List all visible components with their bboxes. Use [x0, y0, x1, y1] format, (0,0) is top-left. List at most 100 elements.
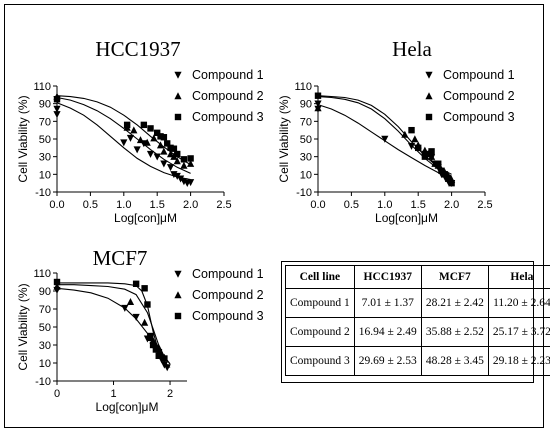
x-tick-label: 2.0 — [444, 199, 459, 211]
marker-triangle-up — [143, 138, 151, 146]
fit-curve-compound-2 — [56, 96, 191, 174]
table-cell: 28.21 ± 2.42 — [420, 288, 489, 318]
y-tick-label: 10 — [39, 169, 51, 181]
fit-curve-compound-2 — [317, 96, 452, 177]
ic50-table: Cell line HCC1937 MCF7 Hela Compound 1 7… — [285, 265, 550, 376]
x-tick-label: 0.0 — [49, 199, 64, 211]
table-cell: 48.28 ± 3.45 — [420, 346, 489, 376]
legend-label-compound-1: Compound 1 — [192, 68, 264, 82]
marker-triangle-up — [136, 136, 145, 144]
marker-square — [415, 144, 422, 152]
marker-square — [428, 148, 435, 155]
legend-label-compound-2: Compound 2 — [192, 288, 264, 302]
table-header-cell: MCF7 — [420, 265, 489, 289]
marker-square — [132, 280, 140, 287]
chart-title: HCC1937 — [95, 37, 180, 61]
marker-square — [141, 285, 148, 292]
marker-square — [441, 171, 449, 178]
marker-square — [421, 153, 429, 160]
table-cell: 7.01 ± 1.37 — [353, 288, 422, 318]
table-cell: Compound 2 — [285, 317, 355, 347]
marker-square — [154, 129, 161, 137]
y-axis-title: Cell Viability (%) — [16, 283, 30, 370]
x-tick-label: 1.5 — [150, 199, 165, 211]
y-tick-label: -10 — [296, 187, 312, 199]
marker-triangle-up — [170, 152, 178, 160]
table-cell: Compound 1 — [285, 288, 355, 318]
marker-square — [161, 355, 168, 362]
table-cell: 35.88 ± 2.52 — [420, 317, 489, 347]
marker-square — [174, 113, 182, 121]
marker-triangle-up — [411, 135, 419, 143]
x-axis-title: Log[con]μM — [375, 211, 438, 225]
table-header-row: Cell line HCC1937 MCF7 Hela — [285, 265, 550, 289]
marker-square — [149, 341, 157, 349]
y-axis-title: Cell Viability (%) — [277, 95, 291, 182]
marker-square — [174, 150, 181, 158]
marker-triangle-down — [381, 135, 389, 143]
marker-triangle-down — [174, 71, 182, 79]
chart-mcf7: MCF7 -10 10 30 50 70 90 110 0 1 2 Log[con]μM Cell Vi… — [16, 246, 264, 414]
marker-triangle-down — [407, 142, 416, 150]
x-tick-label: 0.0 — [310, 199, 325, 211]
marker-square — [123, 121, 131, 129]
table-header-cell: Cell line — [285, 265, 355, 289]
marker-triangle-up — [160, 147, 168, 155]
chart-hela: Hela -10 10 30 50 70 90 110 0.0 0.5 1.0 1.5 2.0 2.5 Lo… — [277, 37, 515, 225]
x-tick-label: 2.5 — [477, 199, 492, 211]
x-tick-label: 0.5 — [344, 199, 359, 211]
legend-label-compound-2: Compound 2 — [443, 89, 515, 103]
y-tick-label: 50 — [300, 134, 312, 146]
legend-label-compound-1: Compound 1 — [192, 267, 264, 281]
chart-title: Hela — [392, 37, 432, 61]
table-cell: 16.94 ± 2.49 — [353, 317, 422, 347]
y-tick-label: 50 — [39, 134, 51, 146]
fit-curve-compound-3 — [317, 95, 452, 175]
y-tick-label: 90 — [300, 99, 312, 111]
marker-square — [53, 278, 61, 286]
marker-square — [147, 125, 154, 132]
marker-triangle-down — [173, 172, 181, 180]
marker-triangle-up — [166, 150, 175, 158]
marker-triangle-up — [314, 104, 322, 112]
x-axis-title: Log[con]μM — [114, 211, 177, 225]
y-tick-label: 30 — [300, 152, 312, 164]
marker-square — [180, 156, 188, 163]
marker-triangle-down — [187, 179, 195, 187]
chart-hcc1937: HCC1937 -10 10 30 50 70 90 110 0.0 0.5 1.0 1.5 2.0 2.… — [16, 37, 264, 225]
marker-triangle-down — [120, 139, 128, 147]
x-tick-label: 2.5 — [216, 199, 231, 211]
table-cell: 29.18 ± 2.23 — [487, 346, 550, 376]
marker-square — [147, 332, 154, 340]
y-tick-label: -10 — [35, 187, 51, 199]
table-header-cell: HCC1937 — [353, 265, 422, 289]
marker-square — [408, 126, 415, 134]
marker-triangle-up — [174, 291, 182, 299]
marker-square — [152, 346, 160, 353]
legend-label-compound-1: Compound 1 — [443, 68, 515, 82]
legend-label-compound-3: Compound 3 — [192, 309, 264, 323]
marker-triangle-up — [427, 152, 436, 160]
marker-square — [435, 160, 442, 167]
marker-triangle-down — [53, 111, 61, 119]
marker-triangle-up — [130, 126, 138, 134]
marker-triangle-up — [53, 282, 61, 290]
table-cell: 25.17 ± 3.72 — [487, 317, 550, 347]
marker-square — [174, 312, 182, 320]
x-tick-label: 2.0 — [183, 199, 198, 211]
table-row: Compound 1 7.01 ± 1.37 28.21 ± 2.42 11.2… — [285, 288, 550, 318]
y-tick-label: 110 — [294, 81, 312, 93]
marker-triangle-down — [425, 71, 433, 79]
marker-triangle-up — [421, 146, 429, 154]
y-tick-label: 30 — [39, 340, 51, 352]
y-tick-label: 90 — [39, 99, 51, 111]
fit-curve-compound-1 — [56, 102, 191, 181]
x-tick-label: 1.0 — [377, 199, 392, 211]
marker-square — [155, 352, 162, 359]
table-row: Compound 3 29.69 ± 2.53 48.28 ± 3.45 29.… — [285, 346, 550, 376]
marker-triangle-down — [146, 150, 155, 158]
marker-square — [144, 301, 151, 308]
marker-triangle-up — [425, 92, 433, 100]
marker-triangle-down — [174, 270, 182, 278]
